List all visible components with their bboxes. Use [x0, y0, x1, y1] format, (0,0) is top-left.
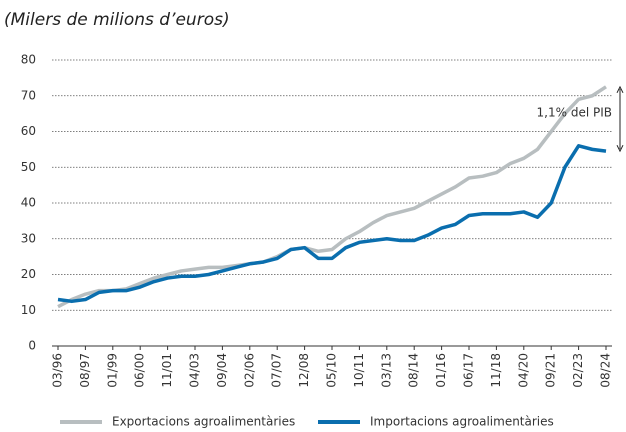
arrow-head — [616, 85, 624, 153]
x-tick-label: 02/23 — [571, 353, 585, 388]
x-tick-label: 08/97 — [78, 353, 92, 388]
x-tick-label: 07/07 — [270, 353, 284, 388]
x-tick-label: 04/03 — [188, 353, 202, 388]
x-tick-label: 12/08 — [297, 353, 311, 388]
y-tick-label: 50 — [21, 160, 36, 174]
x-tick-label: 08/14 — [407, 353, 421, 388]
x-tick-label: 09/04 — [215, 353, 229, 388]
y-tick-label: 70 — [21, 88, 36, 102]
x-tick-label: 10/11 — [352, 353, 366, 388]
legend-label: Importacions agroalimentàries — [370, 415, 554, 429]
x-tick-label: 04/20 — [516, 353, 530, 388]
y-tick-label: 0 — [28, 339, 36, 353]
y-tick-label: 20 — [21, 267, 36, 281]
annotation: 1,1% del PIB — [537, 105, 612, 119]
x-tick-label: 01/16 — [434, 353, 448, 388]
x-tick-label: 11/01 — [160, 353, 174, 388]
y-tick-label: 60 — [21, 124, 36, 138]
x-tick-label: 11/18 — [489, 353, 503, 388]
x-tick-label: 09/21 — [544, 353, 558, 388]
y-tick-label: 40 — [21, 196, 36, 210]
series-line — [57, 85, 607, 309]
y-tick-label: 10 — [21, 303, 36, 317]
x-tick-label: 01/99 — [105, 353, 119, 388]
y-tick-label: 80 — [21, 53, 36, 67]
series-line — [57, 144, 607, 304]
x-tick-label: 06/00 — [133, 353, 147, 388]
x-tick-label: 02/06 — [242, 353, 256, 388]
y-tick-label: 30 — [21, 231, 36, 245]
x-tick-label: 05/10 — [325, 353, 339, 388]
legend-label: Exportacions agroalimentàries — [112, 415, 295, 429]
x-tick-label: 08/24 — [599, 353, 613, 388]
subtitle: (Milers de milions d’euros) — [4, 10, 230, 30]
x-tick-label: 06/17 — [462, 353, 476, 388]
x-tick-label: 03/13 — [379, 353, 393, 388]
x-tick-label: 03/96 — [51, 353, 65, 388]
